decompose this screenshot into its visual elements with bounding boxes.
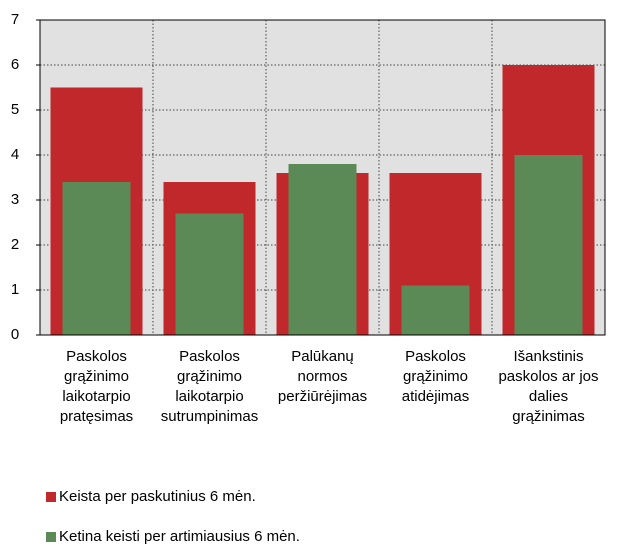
bar: [401, 285, 470, 335]
y-tick-label: 2: [11, 236, 19, 253]
y-tick-label: 5: [11, 101, 19, 118]
y-tick-label: 7: [11, 11, 19, 28]
y-tick-label: 4: [11, 146, 19, 163]
x-tick-label: Paskolos grąžinimo laikotarpio pratęsima…: [59, 348, 134, 425]
legend-swatch: [46, 491, 56, 502]
bar: [288, 164, 357, 335]
x-tick-label: Palūkanų normos peržiūrėjimas: [277, 348, 368, 405]
bar: [62, 182, 131, 335]
y-tick-label: 6: [11, 56, 19, 73]
y-tick-label: 1: [11, 281, 19, 298]
x-tick-label: Paskolos grąžinimo laikotarpio sutrumpin…: [160, 348, 259, 425]
x-tick-label: Paskolos grąžinimo atidėjimas: [401, 348, 470, 405]
x-tick-label: Išankstinis paskolos ar jos dalies grąži…: [498, 348, 599, 425]
bar: [514, 155, 583, 335]
y-tick-label: 3: [11, 191, 19, 208]
y-tick-label: 0: [11, 326, 19, 343]
legend-label: Ketina keisti per artimiausius 6 mėn.: [59, 528, 300, 545]
plot-border: [39, 19, 606, 336]
legend-label: Keista per paskutinius 6 mėn.: [59, 488, 256, 505]
legend-item: Ketina keisti per artimiausius 6 mėn.: [46, 528, 300, 545]
legend-swatch: [46, 531, 56, 542]
legend-item: Keista per paskutinius 6 mėn.: [46, 488, 256, 505]
bar: [175, 213, 244, 335]
